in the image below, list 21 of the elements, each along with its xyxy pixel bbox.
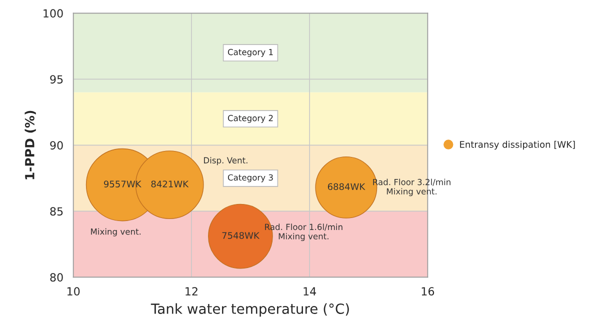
y-axis-title: 1-PPD (%) xyxy=(24,110,36,180)
y-tick-label: 100 xyxy=(44,9,63,18)
band-label: Category 1 xyxy=(228,48,273,57)
annotation: Disp. Vent. xyxy=(204,157,248,166)
y-tick-label: 80 xyxy=(50,273,63,282)
data-label: 7548WK xyxy=(222,232,260,239)
x-tick-label: 12 xyxy=(186,287,198,296)
band-label: Category 3 xyxy=(228,174,273,182)
annotation: Mixing vent. xyxy=(91,228,141,236)
y-tick-label: 90 xyxy=(50,141,63,150)
x-tick-label: 14 xyxy=(304,287,316,296)
y-tick-label: 95 xyxy=(50,75,63,84)
x-tick-label: 10 xyxy=(67,287,80,296)
data-label: 6884WK xyxy=(328,183,366,190)
x-axis-title: Tank water temperature (°C) xyxy=(150,303,349,317)
band-label: Category 2 xyxy=(228,114,273,123)
x-tick-label: 16 xyxy=(422,287,434,296)
data-label: 9557WK xyxy=(104,180,142,188)
data-label: 8421WK xyxy=(151,180,189,188)
y-tick-label: 85 xyxy=(50,207,63,216)
legend-label: Entransy dissipation [WK] xyxy=(460,140,575,150)
